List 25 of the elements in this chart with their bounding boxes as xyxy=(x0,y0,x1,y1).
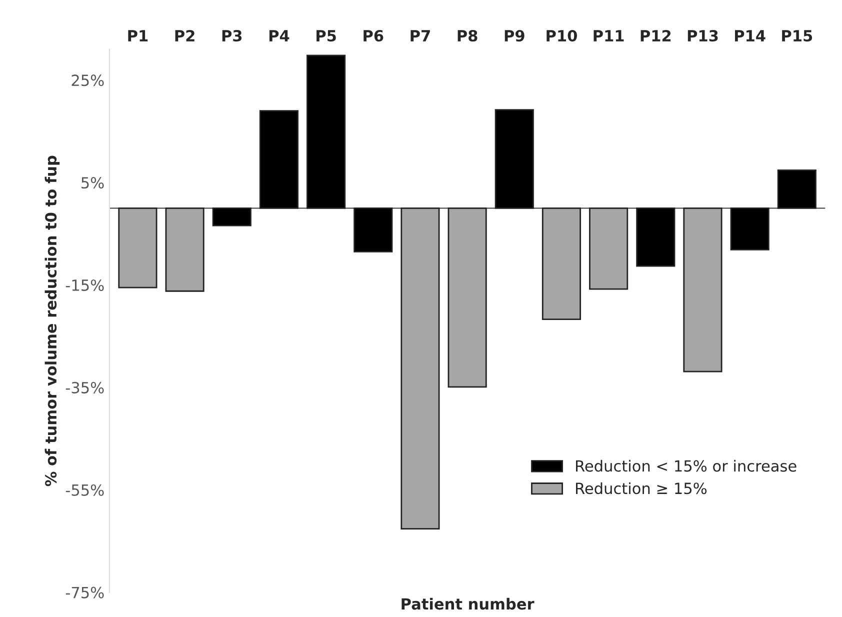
legend-label: Reduction ≥ 15% xyxy=(576,482,707,494)
y-axis-title: % of tumor volume reduction t0 to fup xyxy=(44,156,60,486)
x-tick-label: P11 xyxy=(594,30,624,42)
x-tick-label: P2 xyxy=(175,30,194,42)
x-tick-label: P6 xyxy=(364,30,384,42)
y-tick-label: -35% xyxy=(66,382,104,394)
x-tick-label: P14 xyxy=(735,30,766,42)
x-tick-label: P4 xyxy=(269,30,290,42)
x-tick-label: P7 xyxy=(410,30,430,42)
y-tick-label: -15% xyxy=(66,279,104,292)
x-tick-label: P15 xyxy=(782,30,812,42)
x-tick-label: P3 xyxy=(222,30,242,42)
x-axis-title: Patient number xyxy=(402,598,534,610)
x-tick-label: P12 xyxy=(640,30,671,42)
y-tick-label: 25% xyxy=(72,74,104,86)
x-tick-label: P9 xyxy=(504,30,524,42)
x-tick-label: P1 xyxy=(128,30,148,42)
y-tick-label: -55% xyxy=(66,484,104,496)
y-tick-label: 5% xyxy=(82,177,104,189)
y-tick-label: -75% xyxy=(66,586,104,598)
x-tick-label: P5 xyxy=(316,30,336,42)
x-tick-label: P8 xyxy=(458,30,478,42)
x-tick-label: P13 xyxy=(688,30,718,42)
x-tick-label: P10 xyxy=(546,30,577,42)
legend-label: Reduction < 15% or increase xyxy=(576,460,796,472)
